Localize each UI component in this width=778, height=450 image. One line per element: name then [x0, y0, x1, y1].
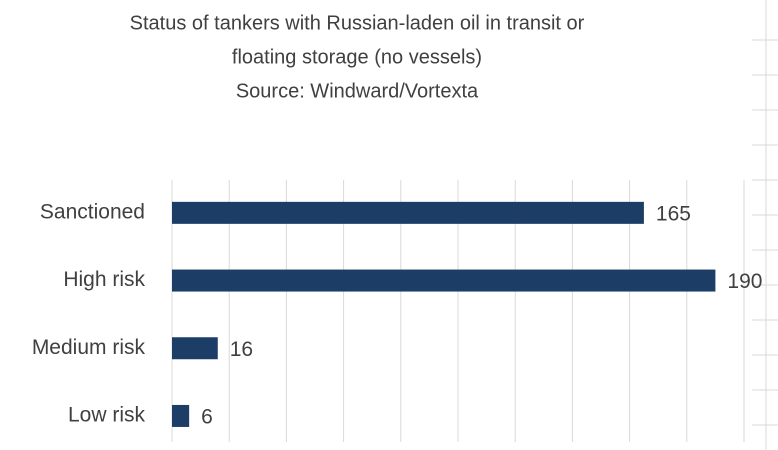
y-tick-label: Sanctioned	[40, 200, 145, 223]
value-label: 16	[230, 338, 253, 361]
y-tick-label: High risk	[63, 268, 145, 291]
y-tick-label: Medium risk	[32, 336, 146, 359]
y-tick-label: Low risk	[68, 403, 146, 426]
bar	[172, 404, 190, 427]
bar	[172, 269, 716, 292]
chart-title: floating storage (no vessels)	[232, 46, 482, 68]
value-label: 165	[656, 202, 691, 225]
value-label: 190	[727, 270, 762, 293]
value-label: 6	[201, 405, 213, 428]
bar	[172, 337, 218, 360]
bar	[172, 201, 644, 224]
chart-title: Status of tankers with Russian-laden oil…	[130, 12, 585, 34]
chart-title: Source: Windward/Vortexta	[236, 80, 479, 102]
sheet-cells	[752, 0, 778, 450]
